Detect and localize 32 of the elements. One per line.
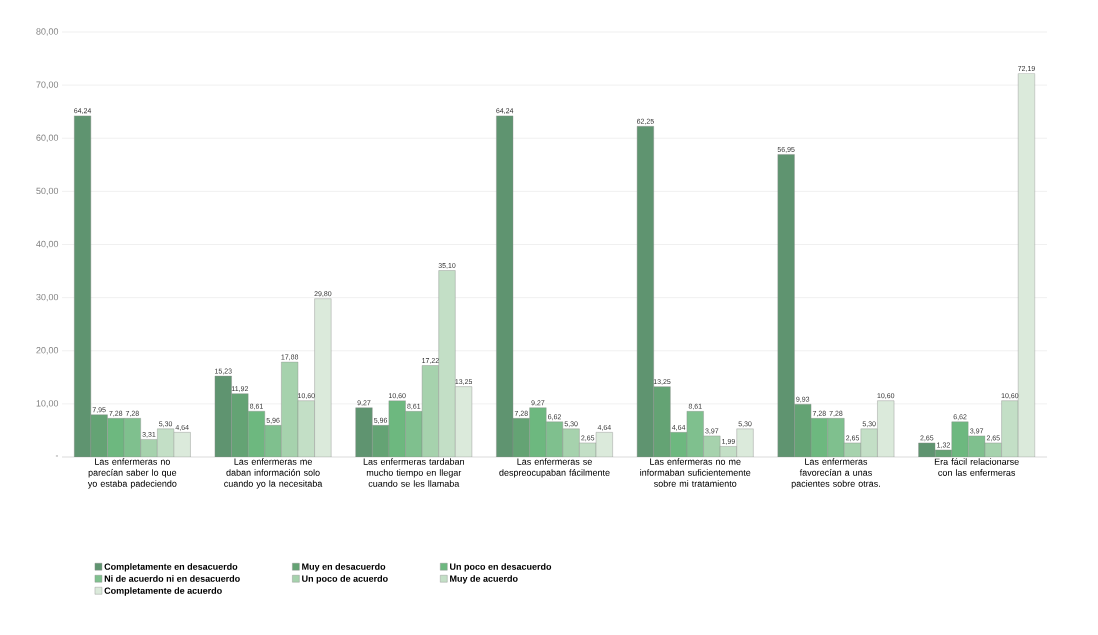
y-tick-label: 20,00: [36, 347, 59, 355]
x-tick-label: Era fácil relacionarse con las enfermeras: [934, 458, 1019, 476]
y-tick-label: 80,00: [36, 28, 59, 36]
bar: [653, 386, 671, 457]
legend-label: Completamente de acuerdo: [104, 587, 222, 596]
x-tick-label: Las enfermeras se despreocupaban fácilmente: [499, 458, 610, 478]
bar: [314, 298, 332, 457]
x-tick-label: Las enfermeras me daban información solo cuando yo la necesitaba: [224, 458, 323, 489]
y-tick-label: 50,00: [36, 187, 59, 196]
legend-label: Completamente en desacuerdo: [104, 563, 238, 572]
y-tick-label: 30,00: [36, 293, 59, 302]
legend-label: Muy de acuerdo: [450, 575, 518, 584]
bar: [231, 393, 249, 457]
y-tick-label: 10,00: [36, 400, 59, 408]
y-tick-label: 70,00: [36, 81, 59, 89]
y-tick-label: 60,00: [36, 134, 59, 142]
legend-label: Un poco de acuerdo: [302, 575, 388, 584]
legend-label: Muy en desacuerdo: [302, 563, 386, 572]
x-tick-label: Las enfermeras tardaban mucho tiempo en llegar cuando se les llamaba: [363, 458, 464, 487]
bar: [951, 421, 969, 457]
bar: [90, 414, 108, 457]
x-tick-label: Las enfermeras favorecían a unas pacientes sobre otras.: [791, 458, 880, 489]
bar: [562, 428, 580, 457]
y-tick-label: -: [55, 455, 59, 457]
x-tick-label: Las enfermeras no me informaban suficientemente sobre mi tratamiento: [640, 458, 751, 487]
bar: [736, 428, 754, 457]
legend-label: Un poco en desacuerdo: [450, 563, 552, 572]
bar: [529, 407, 547, 457]
x-tick-label: Las enfermeras no parecían saber lo que yo estaba padeciendo: [87, 458, 177, 489]
bar: [1017, 73, 1035, 457]
y-tick-label: 40,00: [36, 240, 59, 249]
legend-label: Ni de acuerdo ni en desacuerdo: [104, 575, 240, 582]
